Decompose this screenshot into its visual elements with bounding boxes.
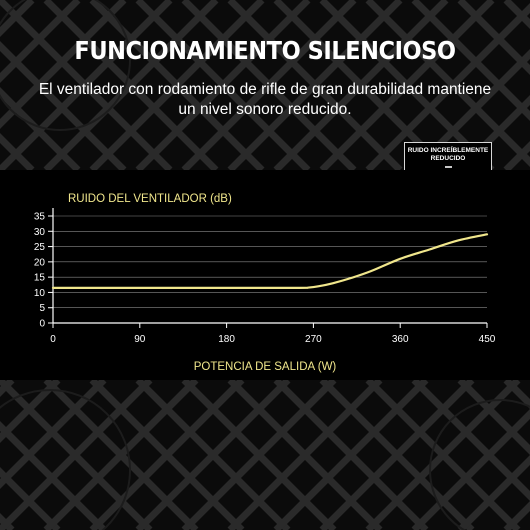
x-axis-label: POTENCIA DE SALIDA (W)	[194, 361, 337, 373]
x-tick-label: 360	[392, 334, 409, 345]
y-tick-label: 15	[34, 273, 46, 284]
x-tick-label: 0	[50, 334, 56, 345]
page-title: FUNCIONAMIENTO SILENCIOSO	[74, 36, 456, 65]
y-tick-label: 0	[39, 319, 45, 330]
x-tick-label: 270	[305, 334, 322, 345]
y-tick-label: 20	[34, 257, 46, 268]
x-tick-label: 90	[134, 334, 146, 345]
chart-title: RUIDO DEL VENTILADOR (dB)	[68, 193, 232, 205]
y-tick-label: 10	[34, 288, 46, 299]
fan-noise-chart: RUIDO DEL VENTILADOR (dB) 0 5 10 15 20 25 30 35…	[0, 170, 530, 380]
y-tick-label: 5	[39, 303, 45, 314]
series-line-fan-noise	[51, 233, 489, 289]
y-tick-label: 35	[34, 212, 46, 223]
x-tick-label: 180	[218, 334, 235, 345]
x-tick-label: 450	[479, 334, 496, 345]
page-subtitle: El ventilador con rodamiento de rifle de…	[38, 81, 492, 118]
y-tick-label: 25	[34, 242, 46, 253]
y-tick-label: 30	[34, 227, 46, 238]
badge-label: RUIDO INCREÍBLEMENTE REDUCIDO	[407, 147, 489, 162]
